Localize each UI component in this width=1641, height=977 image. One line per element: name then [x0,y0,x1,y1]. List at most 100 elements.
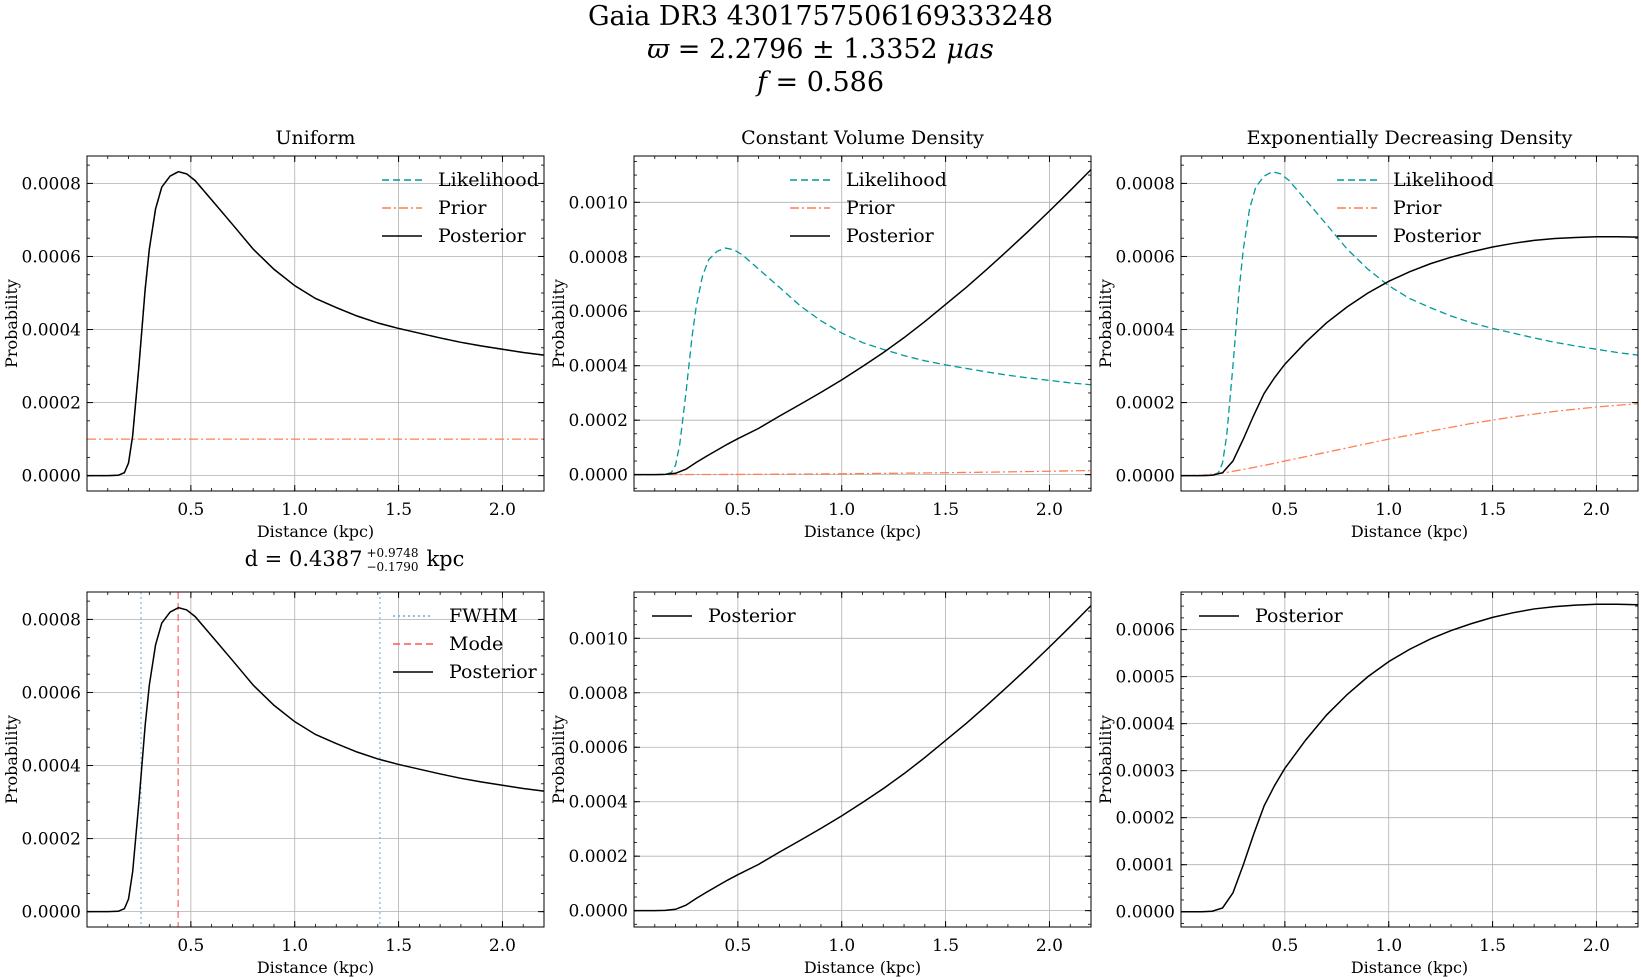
legend-label-fwhm: FWHM [449,605,518,627]
series-likelihood-line [1181,171,1638,477]
x-axis-label: Distance (kpc) [257,958,374,977]
y-tick-label: 0.0006 [22,683,81,703]
x-tick-label: 2.0 [489,500,516,520]
y-tick-label: 0.0002 [569,847,628,867]
legend-label-prior: Prior [1393,197,1442,219]
legend-label-prior: Prior [846,197,895,219]
x-tick-label: 1.0 [1375,500,1402,520]
legend-label-posterior: Posterior [846,225,935,247]
legend: Likelihood Prior Posterior [382,169,539,247]
y-tick-label: 0.0002 [1116,394,1175,414]
x-tick-label: 1.5 [385,936,412,956]
y-tick-label: 0.0004 [1116,321,1175,341]
chart-panel-3: 0.5 1.0 1.5 2.0 0.0000 0.0002 0.0004 0.0006 0.00… [1096,127,1639,541]
legend-label-mode: Mode [449,633,503,655]
fraction-value: = 0.586 [775,67,885,98]
panel-title: Uniform [276,127,356,149]
parallax-unit: μas [946,34,994,65]
panel-title: d = 0.4387 [245,547,363,571]
x-axis-label: Distance (kpc) [804,958,921,977]
chart-panel-6: 0.5 1.0 1.5 2.0 0.0000 0.0001 0.0002 0.0003 0.00… [1096,591,1639,977]
x-tick-label: 2.0 [1036,500,1063,520]
series-prior-line [1181,403,1638,477]
y-tick-label: 0.0004 [22,321,81,341]
x-axis-label: Distance (kpc) [1351,522,1468,541]
plot-frame [633,155,1092,492]
x-tick-label: 0.5 [177,500,204,520]
series-posterior-line [634,169,1091,476]
legend: Likelihood Prior Posterior [1337,169,1494,247]
series-posterior-line [1181,235,1638,477]
x-tick-label: 1.5 [385,500,412,520]
x-tick-label: 1.5 [1479,500,1506,520]
x-tick-label: 0.5 [724,936,751,956]
x-tick-label: 1.0 [281,500,308,520]
chart-panel-1: 0.5 1.0 1.5 2.0 0.0000 0.0002 0.0004 0.0006 0.00… [2,127,545,541]
y-tick-label: 0.0008 [569,248,628,268]
series-posterior-line [87,606,544,913]
panel-title: Exponentially Decreasing Density [1247,127,1573,149]
x-tick-label: 2.0 [489,936,516,956]
series-posterior-line [1181,603,1638,913]
y-axis-label: Probability [2,715,21,804]
x-tick-label: 0.5 [177,936,204,956]
y-tick-label: 0.0010 [569,629,628,649]
x-tick-label: 0.5 [724,500,751,520]
x-tick-label: 2.0 [1583,500,1610,520]
suptitle-line-star: Gaia DR3 4301757506169333248 [587,1,1054,32]
plot-frame [1180,155,1639,492]
plot-frame [86,155,545,492]
x-tick-label: 0.5 [1271,936,1298,956]
legend-label-likelihood: Likelihood [438,169,539,191]
y-tick-label: 0.0008 [22,610,81,630]
y-tick-label: 0.0000 [1116,903,1175,923]
legend-label-posterior: Posterior [708,605,797,627]
y-tick-label: 0.0003 [1116,762,1175,782]
series-posterior-line [634,605,1091,912]
panel-title: Constant Volume Density [741,127,984,149]
y-tick-label: 0.0004 [569,357,628,377]
y-tick-label: 0.0008 [569,684,628,704]
y-tick-label: 0.0006 [569,738,628,758]
y-tick-label: 0.0008 [1116,174,1175,194]
chart-panel-2: 0.5 1.0 1.5 2.0 0.0000 0.0002 0.0004 0.0006 0.00… [549,127,1092,541]
x-tick-label: 1.5 [932,936,959,956]
y-axis-label: Probability [549,279,568,368]
title-error-plus: +0.9748 [366,546,418,560]
suptitle-line-fraction: f = 0.586 [0,66,1641,99]
title-error-minus: −0.1790 [366,560,418,574]
x-axis-label: Distance (kpc) [1351,958,1468,977]
x-tick-label: 2.0 [1036,936,1063,956]
y-tick-label: 0.0006 [569,302,628,322]
x-tick-label: 2.0 [1583,936,1610,956]
y-tick-label: 0.0004 [1116,715,1175,735]
legend-label-posterior: Posterior [1393,225,1482,247]
y-axis-label: Probability [549,715,568,804]
y-tick-label: 0.0002 [22,394,81,414]
y-tick-label: 0.0002 [22,830,81,850]
y-tick-label: 0.0006 [1116,621,1175,641]
y-tick-label: 0.0002 [1116,809,1175,829]
x-tick-label: 1.0 [281,936,308,956]
x-tick-label: 0.5 [1271,500,1298,520]
y-tick-label: 0.0000 [569,902,628,922]
y-axis-label: Probability [1096,715,1115,804]
figure-suptitle: Gaia DR3 4301757506169333248 ϖ = 2.2796 … [0,0,1641,99]
series-posterior-line [87,170,544,477]
y-tick-label: 0.0008 [22,174,81,194]
parallax-value: = 2.2796 ± 1.3352 [677,34,938,65]
y-tick-label: 0.0000 [569,466,628,486]
title-unit: kpc [426,547,464,571]
plot-frame [633,591,1092,928]
legend: Posterior [1199,605,1344,627]
y-tick-label: 0.0006 [1116,247,1175,267]
series-likelihood-line [634,247,1091,476]
parallax-symbol: ϖ [647,34,670,65]
y-tick-label: 0.0010 [569,193,628,213]
series-prior-line [634,469,1091,476]
x-tick-label: 1.5 [1479,936,1506,956]
fraction-symbol: f [756,67,767,98]
chart-panel-4: 0.5 1.0 1.5 2.0 0.0000 0.0002 0.0004 0.0006 0.00… [2,546,545,977]
x-tick-label: 1.0 [1375,936,1402,956]
